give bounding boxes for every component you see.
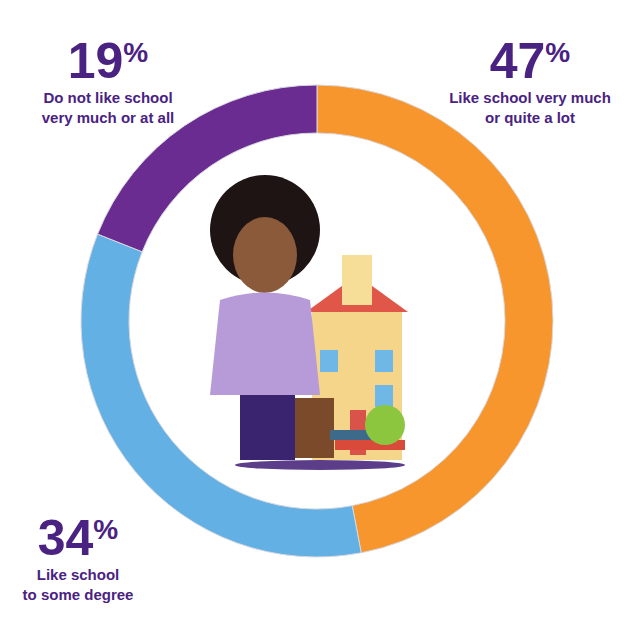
school-window (320, 350, 338, 372)
slice-label: 34%Like schoolto some degree (23, 510, 134, 603)
percentage: 34% (38, 510, 119, 566)
floor (235, 460, 405, 470)
school-window (375, 350, 393, 372)
face (233, 217, 297, 293)
donut (81, 85, 553, 557)
apple (365, 405, 405, 445)
trousers (240, 395, 295, 460)
category-label: Like school very muchor quite a lot (449, 89, 611, 126)
chart: 47%Like school very muchor quite a lot 34… (0, 0, 634, 634)
school-window (375, 385, 393, 407)
category-label: Do not like schoolvery much or at all (42, 89, 175, 126)
slice-label: 19%Do not like schoolvery much or at all (42, 33, 175, 126)
category-label: Like schoolto some degree (23, 566, 134, 603)
school-tower (342, 255, 372, 305)
slice-label: 47%Like school very muchor quite a lot (449, 33, 611, 126)
slice (317, 85, 553, 553)
percentage: 19% (68, 33, 149, 89)
sweater (210, 293, 320, 396)
bag (290, 398, 334, 458)
slice (81, 234, 361, 557)
illustration (210, 175, 408, 470)
percentage: 47% (490, 33, 571, 89)
